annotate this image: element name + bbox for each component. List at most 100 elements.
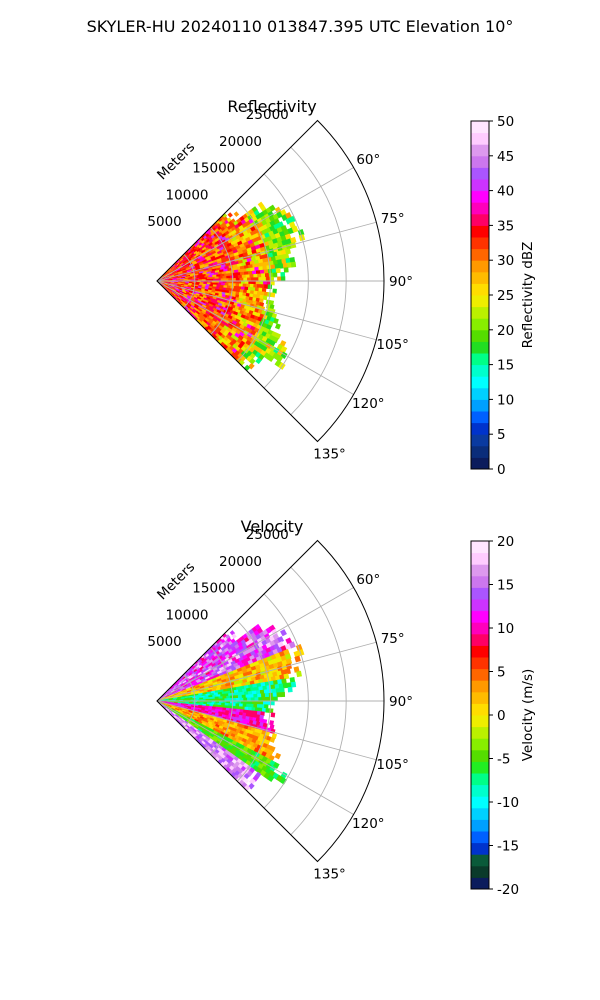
colorbar-tick-label: 0: [497, 462, 506, 478]
colorbar-swatch: [471, 225, 489, 238]
echo-cell: [263, 700, 268, 706]
echo-cell: [262, 295, 268, 301]
echo-cell: [267, 354, 275, 363]
echo-cell: [244, 280, 250, 285]
colorbar-swatch: [471, 854, 489, 867]
azimuth-tick-label: 135°: [313, 447, 346, 463]
panel-title: Velocity: [241, 517, 304, 536]
colorbar-tick-label: 5: [497, 427, 506, 443]
colorbar-swatch: [471, 680, 489, 693]
echo-cell: [250, 697, 256, 702]
colorbar-swatch: [471, 610, 489, 623]
echo-cell: [261, 273, 266, 278]
echo-cell: [265, 696, 271, 702]
echo-cell: [284, 248, 291, 255]
colorbar-tick-label: 30: [497, 253, 514, 269]
range-tick-label: 10000: [166, 187, 209, 203]
echo-cell: [256, 284, 262, 289]
colorbar-tick-label: 25: [497, 288, 514, 304]
echo-cell: [280, 691, 286, 698]
echo-cell: [287, 686, 293, 693]
colorbar-swatch: [471, 703, 489, 716]
colorbar-swatch: [471, 434, 489, 447]
azimuth-tick-label: 105°: [376, 757, 409, 773]
colorbar-swatch: [471, 213, 489, 226]
colorbar-swatch: [471, 132, 489, 145]
echo-cell: [271, 268, 277, 274]
echo-cell: [268, 272, 274, 278]
echo-cell: [252, 700, 257, 705]
colorbar-swatch: [471, 167, 489, 180]
echo-cell: [269, 736, 276, 743]
colorbar-swatch: [471, 422, 489, 435]
colorbar-swatch: [471, 796, 489, 809]
echo-cell: [249, 274, 255, 279]
echo-cell: [285, 658, 293, 665]
colorbar-tick-label: 20: [497, 323, 514, 339]
azimuth-spoke: [156, 587, 354, 702]
echo-cell: [243, 277, 248, 282]
colorbar-swatch: [471, 657, 489, 670]
colorbar-swatch: [471, 248, 489, 261]
colorbar-swatch: [471, 411, 489, 424]
range-tick-label: 15000: [192, 581, 235, 597]
echo-cell: [277, 636, 285, 644]
range-tick-label: 20000: [219, 134, 262, 150]
echo-cell: [288, 641, 296, 649]
echo-cell: [247, 270, 253, 276]
colorbar-swatch: [471, 668, 489, 681]
azimuth-tick-label: 60°: [356, 152, 380, 168]
azimuth-spoke: [156, 700, 377, 761]
echo-cell: [264, 284, 269, 289]
echo-cell: [259, 689, 265, 695]
azimuth-tick-label: 120°: [352, 396, 385, 412]
echo-cell: [264, 693, 270, 698]
echo-cell: [259, 280, 264, 285]
colorbar-tick-label: -5: [497, 752, 510, 768]
echo-cell: [231, 633, 237, 639]
colorbar-tick-label: 20: [497, 534, 514, 550]
echo-cell: [249, 283, 255, 288]
echo-cell: [233, 211, 240, 217]
echo-cell: [269, 745, 276, 753]
colorbar: -20 -15 -10 -5 0 5 10 15 20 Velocity (m/s): [470, 534, 536, 898]
echo-cell: [270, 280, 275, 286]
echo-cell: [248, 280, 253, 285]
echo-cell: [251, 270, 257, 275]
colorbar-swatch: [471, 807, 489, 820]
echo-cell: [252, 280, 257, 285]
colorbar-tick-label: 40: [497, 184, 514, 200]
colorbar-swatch: [471, 633, 489, 646]
range-tick-label: 25000: [246, 107, 289, 123]
azimuth-spoke: [156, 167, 354, 282]
echo-cell: [277, 276, 282, 282]
echo-cell: [272, 692, 278, 698]
reflectivity-panel: Reflectivity60°75°90°105°120°135°5000100…: [147, 97, 536, 478]
colorbar-tick-label: 35: [497, 218, 514, 234]
echo-cell: [275, 323, 281, 330]
echo-cell: [264, 704, 269, 709]
sector-frame: [156, 119, 385, 443]
range-tick-label: 5000: [147, 634, 181, 650]
colorbar-swatch: [471, 364, 489, 377]
echo-cell: [274, 332, 282, 340]
echo-cell: [270, 292, 276, 298]
colorbar-swatch: [471, 599, 489, 612]
colorbar-tick-label: 10: [497, 621, 514, 637]
colorbar-tick-label: 50: [497, 114, 514, 130]
colorbar-tick-label: 15: [497, 358, 514, 374]
echo-cell: [270, 712, 276, 718]
echo-cell: [237, 694, 243, 699]
echo-cell: [264, 273, 270, 278]
echo-cell: [256, 704, 262, 709]
azimuth-tick-label: 75°: [381, 631, 405, 647]
echo-cell: [267, 320, 274, 327]
colorbar-swatch: [471, 179, 489, 192]
colorbar-swatch: [471, 260, 489, 273]
colorbar-label: Velocity (m/s): [520, 669, 536, 762]
echo-cell: [255, 690, 261, 695]
colorbar-swatch: [471, 564, 489, 577]
echo-cell: [259, 269, 265, 275]
colorbar-swatch: [471, 155, 489, 168]
echo-cell: [257, 693, 262, 698]
